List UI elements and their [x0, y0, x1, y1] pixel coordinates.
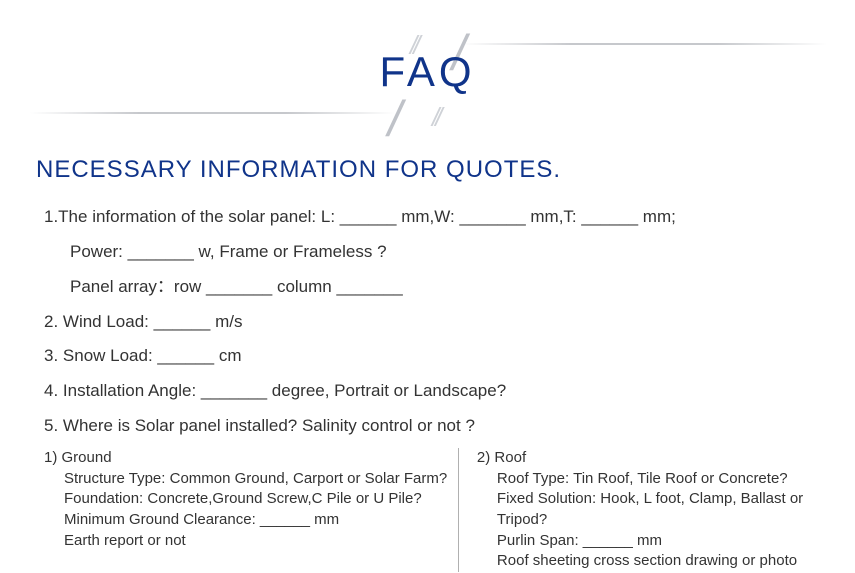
header: FAQ: [0, 0, 855, 96]
roof-line-4: Roof sheeting cross section drawing or p…: [477, 551, 855, 572]
questions-list: 1.The information of the solar panel: L:…: [44, 200, 855, 444]
roof-line-3: Purlin Span: ______ mm: [477, 531, 855, 552]
divider-left: [30, 112, 395, 114]
page-title: FAQ: [379, 48, 475, 96]
question-1-line1: 1.The information of the solar panel: L:…: [44, 200, 855, 235]
roof-column: 2) Roof Roof Type: Tin Roof, Tile Roof o…: [459, 448, 855, 572]
decorative-slash-icon: /: [388, 94, 398, 144]
ground-line-4: Earth report or not: [44, 531, 452, 552]
question-1-line2: Power: _______ w, Frame or Frameless ?: [44, 235, 855, 270]
question-1-line3: Panel array：row _______ column _______: [44, 270, 855, 305]
ground-line-1: Structure Type: Common Ground, Carport o…: [44, 469, 452, 490]
roof-title: 2) Roof: [477, 448, 855, 469]
ground-line-2: Foundation: Concrete,Ground Screw,C Pile…: [44, 489, 452, 510]
question-2: 2. Wind Load: ______ m/s: [44, 305, 855, 340]
page: // / / // FAQ NECESSARY INFORMATION FOR …: [0, 0, 855, 573]
ground-line-3: Minimum Ground Clearance: ______ mm: [44, 510, 452, 531]
roof-line-2: Fixed Solution: Hook, L foot, Clamp, Bal…: [477, 489, 855, 530]
section-heading: NECESSARY INFORMATION FOR QUOTES.: [36, 156, 855, 184]
question-3: 3. Snow Load: ______ cm: [44, 339, 855, 374]
roof-line-1: Roof Type: Tin Roof, Tile Roof or Concre…: [477, 469, 855, 490]
question-5: 5. Where is Solar panel installed? Salin…: [44, 409, 855, 444]
ground-column: 1) Ground Structure Type: Common Ground,…: [44, 448, 459, 572]
options-columns: 1) Ground Structure Type: Common Ground,…: [44, 448, 855, 572]
question-4: 4. Installation Angle: _______ degree, P…: [44, 374, 855, 409]
decorative-slash-icon: //: [432, 104, 438, 130]
ground-title: 1) Ground: [44, 448, 452, 469]
